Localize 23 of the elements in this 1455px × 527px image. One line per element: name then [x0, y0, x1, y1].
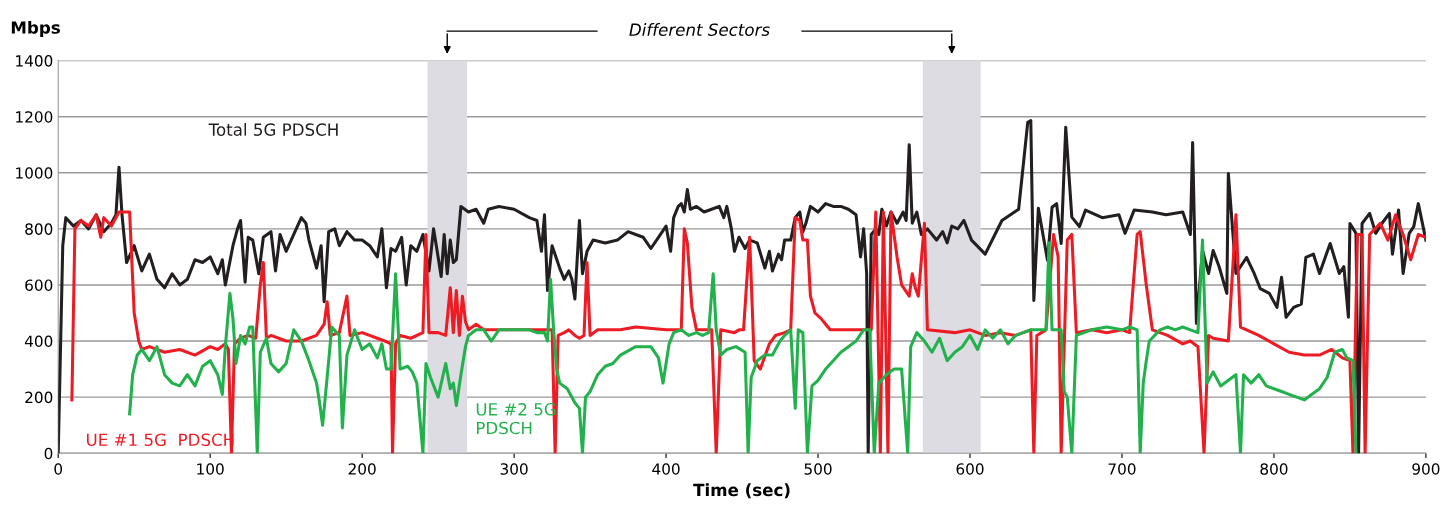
line-series — [70, 210, 1426, 454]
y-axis-title: Mbps — [11, 20, 60, 38]
y-tick-label: 800 — [25, 223, 53, 235]
y-tick-label: 1200 — [16, 111, 53, 123]
x-tick-label: 600 — [956, 463, 984, 475]
x-tick-label: 100 — [197, 463, 224, 475]
y-tick-label: 400 — [24, 335, 53, 348]
x-tick-label: 800 — [1260, 463, 1288, 475]
x-tick-label: 700 — [1108, 463, 1136, 475]
y-tick-label: 0 — [44, 447, 53, 460]
x-tick-label: 300 — [500, 463, 528, 475]
x-axis-title: Time (sec) — [693, 483, 790, 499]
y-tick-label: 1000 — [16, 167, 53, 179]
x-tick-label: 900 — [1412, 463, 1440, 475]
y-tick-label: 600 — [25, 279, 53, 291]
y-tick-label: 1400 — [16, 55, 53, 67]
x-tick-label: 200 — [348, 463, 376, 475]
x-tick-label: 400 — [652, 463, 680, 475]
text: Different Sectors — [629, 23, 770, 36]
x-tick-label: 500 — [804, 463, 832, 475]
text: Total 5G PDSCH — [208, 123, 338, 136]
x-tick-label: 0 — [54, 463, 63, 475]
y-tick-label: 200 — [25, 391, 53, 404]
